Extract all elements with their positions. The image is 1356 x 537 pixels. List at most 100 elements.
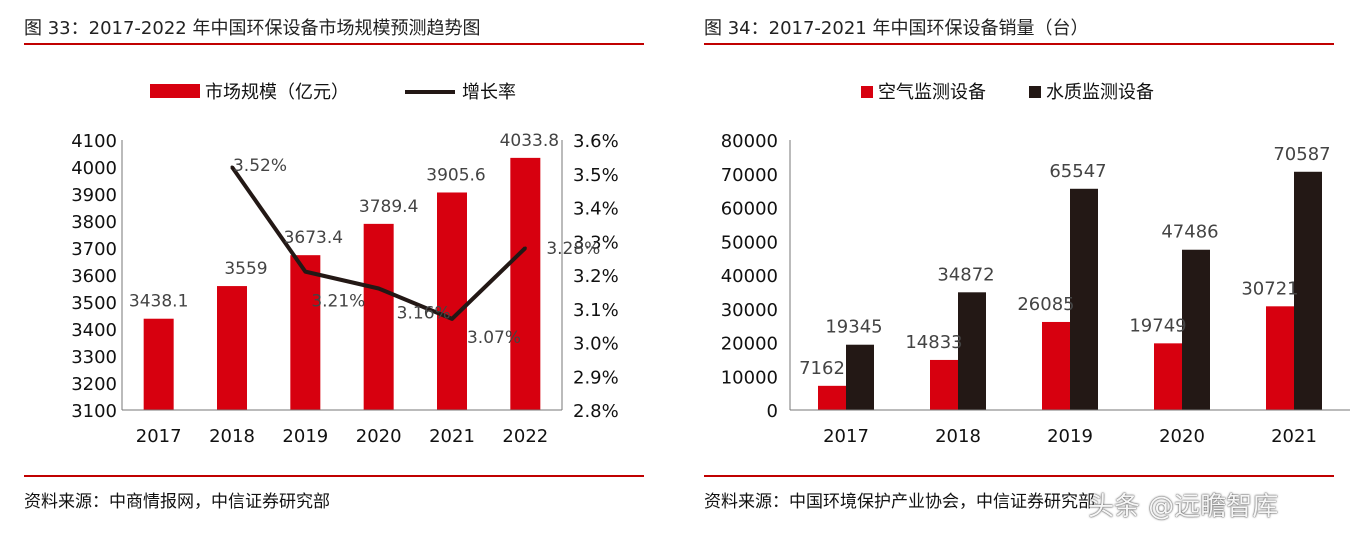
water-data-label: 47486 xyxy=(1161,222,1218,243)
water-data-label: 19345 xyxy=(825,317,882,338)
bar-data-label: 3905.6 xyxy=(426,165,485,185)
bar xyxy=(217,286,247,410)
air-data-label: 26085 xyxy=(1017,294,1074,315)
bar-water-monitoring xyxy=(1070,188,1098,410)
y-tick-label: 3100 xyxy=(71,401,117,422)
line-point xyxy=(230,165,234,169)
y2-tick-label: 3.2% xyxy=(573,266,619,287)
right-source-rule xyxy=(704,475,1334,477)
bar-air-monitoring xyxy=(1154,343,1182,410)
air-data-label: 14833 xyxy=(905,332,962,353)
right-title-rule xyxy=(704,43,1334,45)
y-tick-label: 4000 xyxy=(71,158,117,179)
bar xyxy=(437,192,467,410)
y-tick-label: 0 xyxy=(767,401,778,422)
bar-water-monitoring xyxy=(846,344,874,410)
y2-tick-label: 3.3% xyxy=(573,232,619,253)
x-tick-label: 2020 xyxy=(1159,426,1205,447)
y-tick-label: 3800 xyxy=(71,212,117,233)
y-tick-label: 50000 xyxy=(721,232,778,253)
left-title-rule xyxy=(24,43,644,45)
x-tick-label: 2022 xyxy=(502,426,548,447)
right-figure-source: 资料来源：中国环境保护产业协会，中信证券研究部 xyxy=(704,492,1095,512)
legend-label-market-size: 市场规模（亿元） xyxy=(205,82,349,103)
x-tick-label: 2021 xyxy=(429,426,475,447)
y-tick-label: 30000 xyxy=(721,300,778,321)
y-tick-label: 70000 xyxy=(721,165,778,186)
bar-data-label: 3559 xyxy=(224,259,267,279)
x-tick-label: 2017 xyxy=(823,426,869,447)
y2-tick-label: 2.9% xyxy=(573,367,619,388)
bar-water-monitoring xyxy=(1182,249,1210,410)
left-figure-source: 资料来源：中商情报网，中信证券研究部 xyxy=(24,492,330,512)
y-tick-label: 3900 xyxy=(71,185,117,206)
left-figure-title: 图 33：2017-2022 年中国环保设备市场规模预测趋势图 xyxy=(24,18,481,39)
bar xyxy=(510,157,541,410)
line-data-label: 3.28% xyxy=(546,239,600,259)
y-tick-label: 10000 xyxy=(721,367,778,388)
y2-tick-label: 3.4% xyxy=(573,199,619,220)
y-tick-label: 20000 xyxy=(721,334,778,355)
x-tick-label: 2019 xyxy=(1047,426,1093,447)
y-tick-label: 3700 xyxy=(71,239,117,260)
line-point xyxy=(450,317,454,321)
x-tick-label: 2017 xyxy=(136,426,182,447)
sales-volume-chart: 空气监测设备 水质监测设备 0 10000 20000 30000 40000 50000 60… xyxy=(721,82,1350,447)
air-data-label: 19749 xyxy=(1129,315,1186,336)
water-data-label: 65547 xyxy=(1049,161,1106,182)
legend-swatch-air-monitoring xyxy=(861,86,873,98)
y-tick-label: 3300 xyxy=(71,347,117,368)
bar-water-monitoring xyxy=(958,292,986,410)
y2-tick-label: 2.8% xyxy=(573,401,619,422)
right-figure-title: 图 34：2017-2021 年中国环保设备销量（台） xyxy=(704,18,1089,39)
market-size-chart: 市场规模（亿元） 增长率 3100 3200 3300 3400 3500 3600 3700 3… xyxy=(71,82,619,447)
bar-air-monitoring xyxy=(930,359,958,410)
bar-data-label: 3673.4 xyxy=(284,228,343,248)
y-tick-label: 40000 xyxy=(721,266,778,287)
bar-air-monitoring xyxy=(1266,306,1294,410)
line-data-label: 3.16% xyxy=(397,304,451,324)
water-data-label: 34872 xyxy=(937,264,994,285)
watermark: 头条 @远瞻智库 xyxy=(1088,492,1279,522)
left-source-rule xyxy=(24,475,644,477)
left-figure: 图 33：2017-2022 年中国环保设备市场规模预测趋势图 市场规模（亿元）… xyxy=(0,0,648,537)
y2-tick-label: 3.0% xyxy=(573,334,619,355)
bar-data-label: 4033.8 xyxy=(500,131,559,151)
legend-label-water-monitoring: 水质监测设备 xyxy=(1046,82,1154,103)
bar-data-label: 3438.1 xyxy=(129,292,188,312)
y-tick-label: 3400 xyxy=(71,320,117,341)
line-point xyxy=(377,287,381,290)
y-tick-label: 3500 xyxy=(71,293,117,314)
line-point xyxy=(303,270,307,274)
legend-swatch-water-monitoring xyxy=(1029,86,1041,98)
x-tick-label: 2019 xyxy=(282,426,328,447)
legend-label-air-monitoring: 空气监测设备 xyxy=(878,82,986,103)
y-tick-label: 60000 xyxy=(721,199,778,220)
bar xyxy=(363,223,394,410)
y2-tick-label: 3.1% xyxy=(573,300,619,321)
line-data-label: 3.52% xyxy=(233,156,287,176)
x-tick-label: 2018 xyxy=(209,426,255,447)
line-data-label: 3.07% xyxy=(467,328,521,348)
y-tick-label: 3200 xyxy=(71,374,117,395)
y-tick-label: 4100 xyxy=(71,131,117,152)
y-tick-label: 80000 xyxy=(721,131,778,152)
legend-swatch-market-size xyxy=(150,84,200,98)
x-tick-label: 2020 xyxy=(356,426,402,447)
water-data-label: 70587 xyxy=(1273,144,1330,165)
air-data-label: 30721 xyxy=(1241,278,1298,299)
right-figure: 图 34：2017-2021 年中国环保设备销量（台） 空气监测设备 水质监测设备… xyxy=(698,0,1356,537)
bar-air-monitoring xyxy=(818,385,846,410)
line-point xyxy=(523,246,527,250)
line-data-label: 3.21% xyxy=(311,292,365,312)
x-tick-label: 2018 xyxy=(935,426,981,447)
bar xyxy=(290,255,321,410)
air-data-label: 7162 xyxy=(799,358,845,379)
bar-water-monitoring xyxy=(1294,171,1322,410)
x-tick-label: 2021 xyxy=(1271,426,1317,447)
bar-air-monitoring xyxy=(1042,321,1070,410)
y2-tick-label: 3.5% xyxy=(573,165,619,186)
bar-data-label: 3789.4 xyxy=(359,197,418,217)
y2-tick-label: 3.6% xyxy=(573,131,619,152)
legend-label-growth-rate: 增长率 xyxy=(462,82,516,103)
